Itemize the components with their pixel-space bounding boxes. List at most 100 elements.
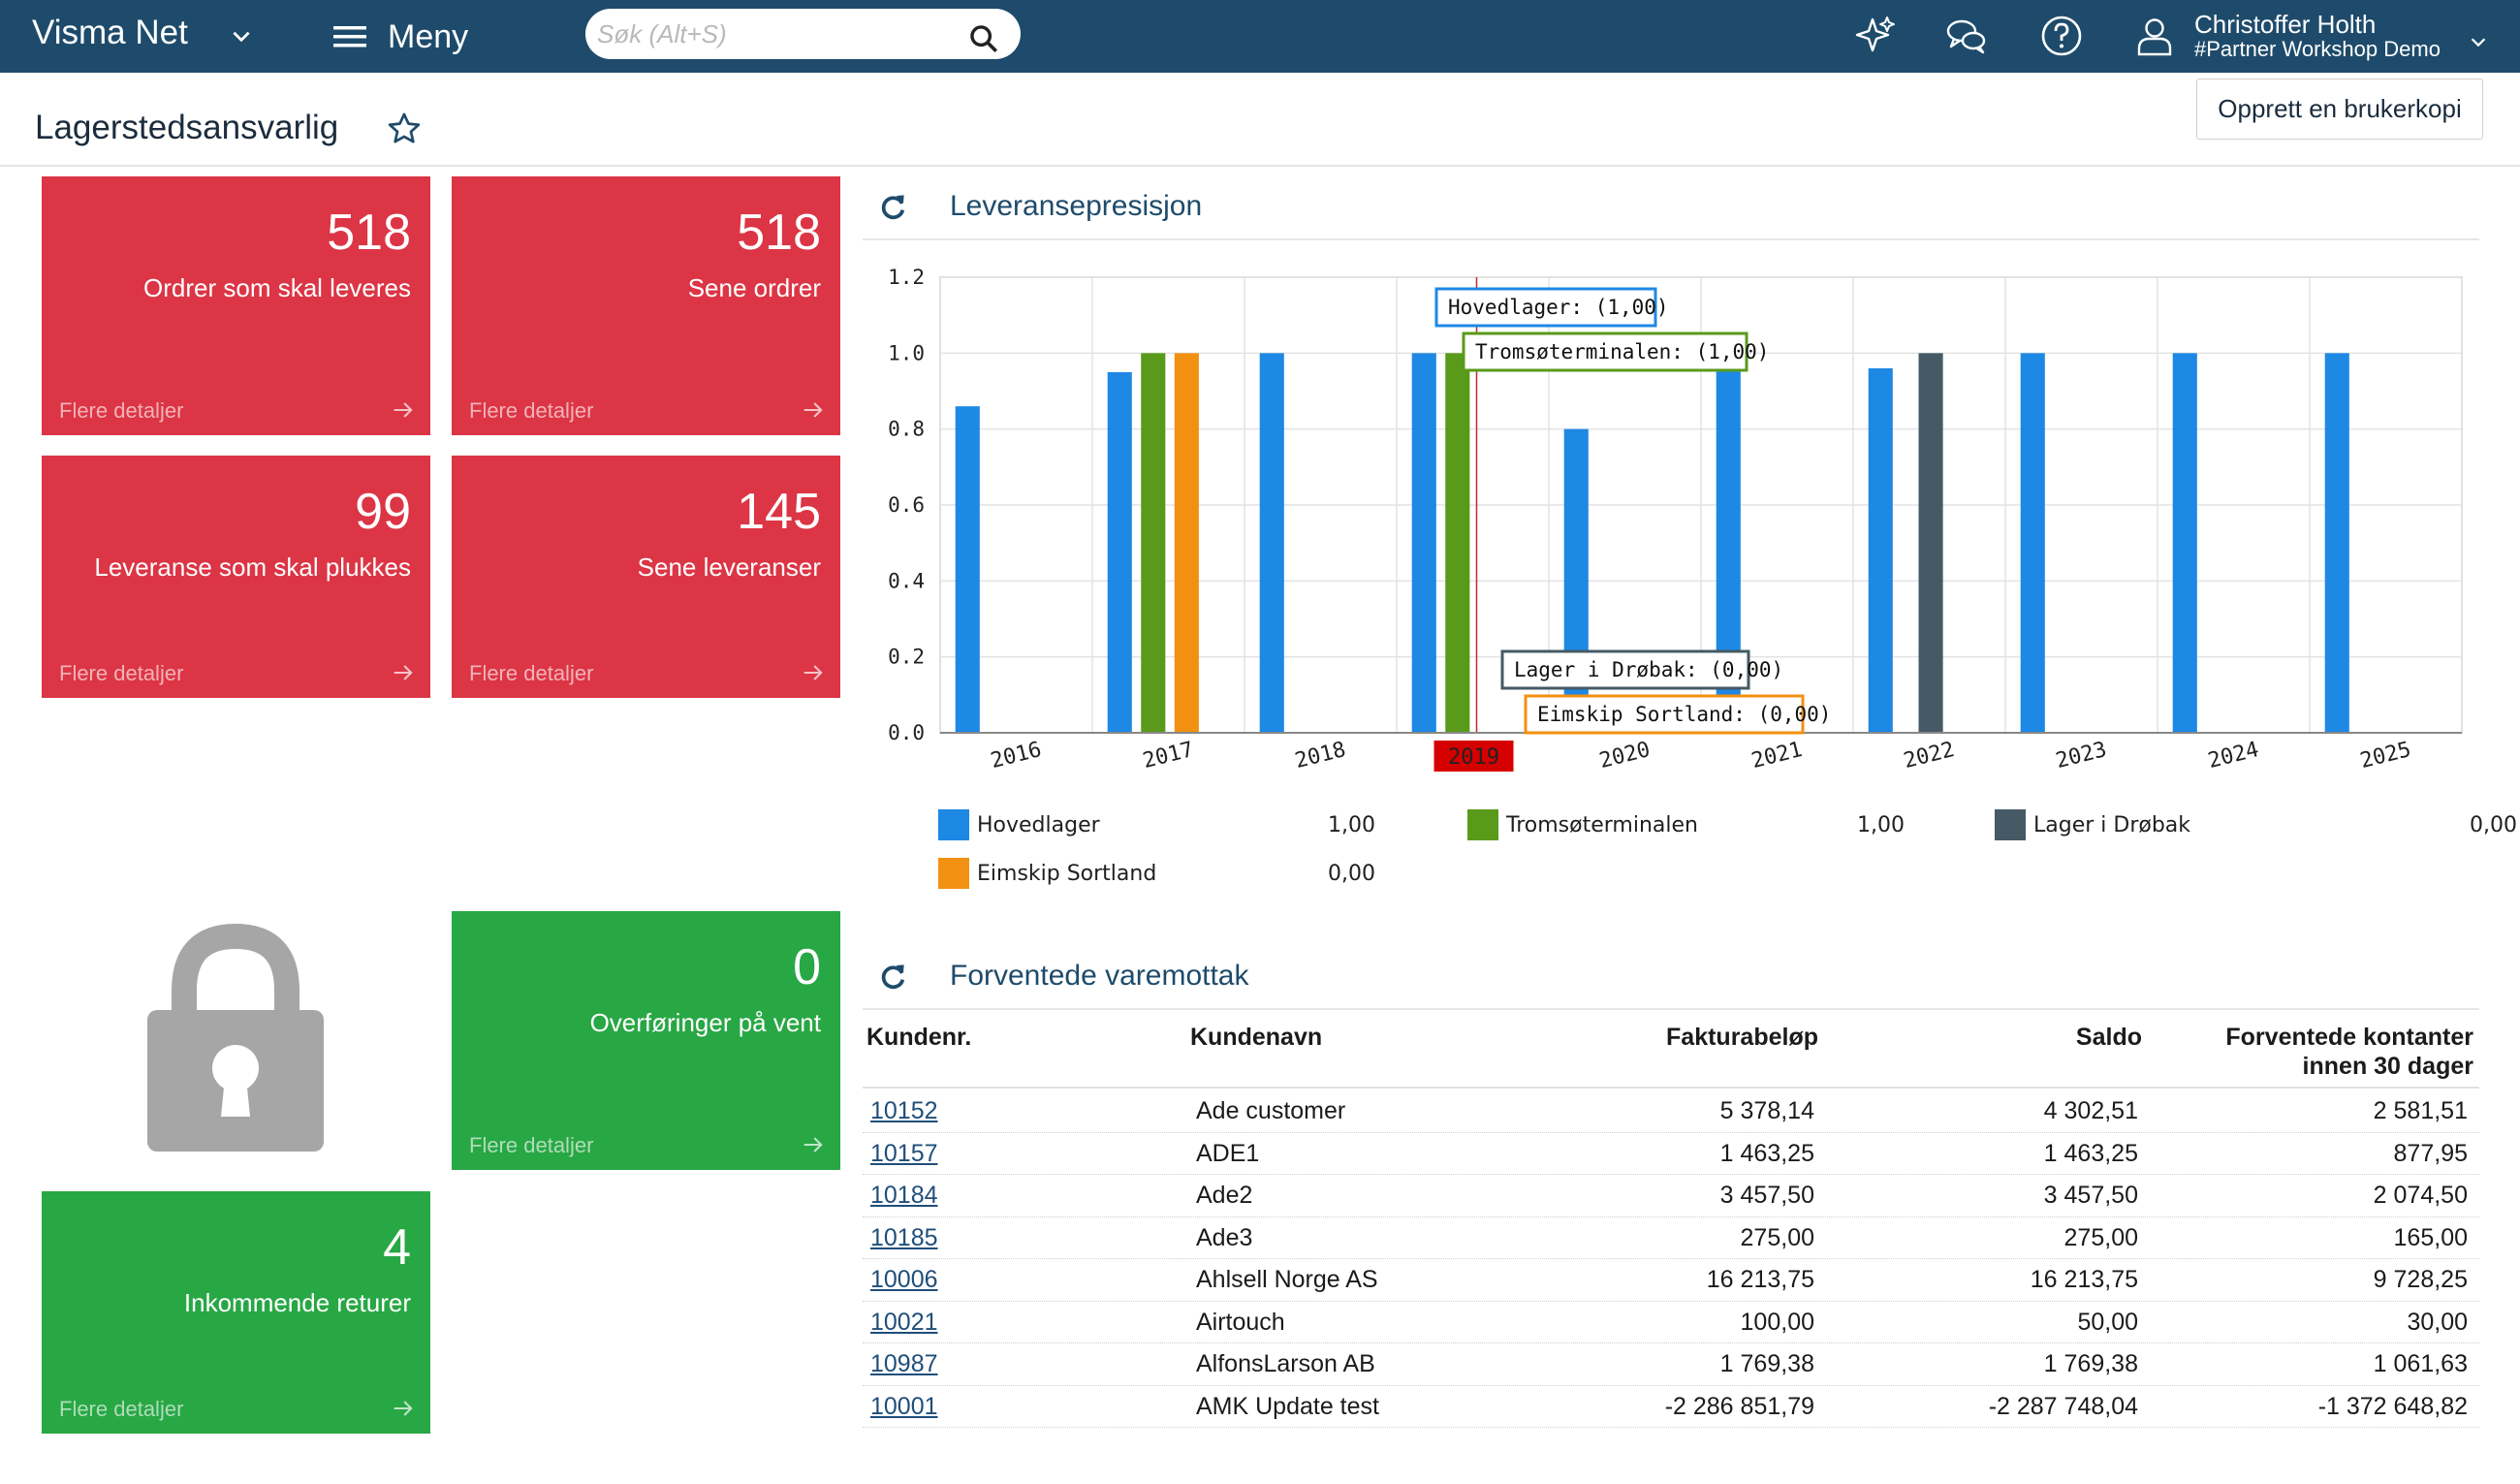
search-icon[interactable] xyxy=(967,22,1000,55)
balance: 50,00 xyxy=(2077,1308,2138,1336)
chat-icon[interactable] xyxy=(1944,14,1989,58)
tooltip-text: Tromsøterminalen: (1,00) xyxy=(1475,340,1769,363)
refresh-icon[interactable] xyxy=(878,192,909,223)
customer-name: AlfonsLarson AB xyxy=(1196,1350,1375,1377)
brand-name[interactable]: Visma Net xyxy=(32,14,188,51)
bar-hovedlager-2024 xyxy=(2172,353,2197,733)
more-details-link[interactable]: Flere detaljer xyxy=(469,661,594,685)
bar-hovedlager-2019 xyxy=(1411,353,1436,733)
customer-number-link[interactable]: 10157 xyxy=(870,1139,938,1167)
tile-late-orders[interactable]: 518 Sene ordrer Flere detaljer xyxy=(452,176,840,435)
customer-number-link[interactable]: 10152 xyxy=(870,1097,938,1124)
column-header-customer-no[interactable]: Kundenr. xyxy=(866,1024,972,1051)
bar-lager-i-dr-bak-2022 xyxy=(1918,353,1943,733)
arrow-right-icon[interactable] xyxy=(800,1131,827,1158)
tile-label: Inkommende returer xyxy=(183,1288,411,1317)
tooltip-text: Eimskip Sortland: (0,00) xyxy=(1537,703,1831,726)
table-row[interactable]: 10021 Airtouch 100,00 50,00 30,00 xyxy=(863,1302,2479,1343)
invoice-amount: 1 463,25 xyxy=(1719,1139,1814,1167)
table-row[interactable]: 10152 Ade customer 5 378,14 4 302,51 2 581,5… xyxy=(863,1090,2479,1133)
more-details-link[interactable]: Flere detaljer xyxy=(59,398,184,423)
refresh-icon[interactable] xyxy=(878,962,909,993)
balance: 1 463,25 xyxy=(2043,1139,2138,1167)
arrow-right-icon[interactable] xyxy=(800,396,827,424)
legend-item[interactable]: Tromsøterminalen 1,00 xyxy=(1467,809,1905,840)
column-header-customer-name[interactable]: Kundenavn xyxy=(1190,1024,1323,1051)
customer-number-link[interactable]: 10006 xyxy=(870,1266,938,1293)
legend-item[interactable]: Eimskip Sortland 0,00 xyxy=(938,858,1375,889)
y-tick-label: 0.4 xyxy=(888,569,925,592)
invoice-amount: 3 457,50 xyxy=(1719,1182,1814,1209)
chart-callouts: Hovedlager: (1,00) Tromsøterminalen: (1,0… xyxy=(1434,287,1831,735)
invoice-amount: -2 286 851,79 xyxy=(1664,1392,1814,1420)
user-icon[interactable] xyxy=(2132,14,2177,58)
table-row[interactable]: 10006 Ahlsell Norge AS 16 213,75 16 213,75 9… xyxy=(863,1259,2479,1302)
tile-late-shipments[interactable]: 145 Sene leveranser Flere detaljer xyxy=(452,456,840,698)
expected-cash: 877,95 xyxy=(2393,1139,2468,1167)
customer-number-link[interactable]: 10001 xyxy=(870,1392,938,1420)
legend-item[interactable]: Hovedlager 1,00 xyxy=(938,809,1375,840)
legend-swatch xyxy=(1995,809,2026,840)
balance: 3 457,50 xyxy=(2043,1182,2138,1209)
tile-label: Overføringer på vent xyxy=(589,1008,821,1037)
column-header-expected-cash[interactable]: Forventede kontanter innen 30 dager xyxy=(2225,1023,2473,1081)
legend-item[interactable]: Lager i Drøbak 0,00 xyxy=(1995,809,2517,840)
expected-cash: 165,00 xyxy=(2393,1223,2468,1251)
help-icon[interactable] xyxy=(2039,14,2084,58)
arrow-right-icon[interactable] xyxy=(390,659,417,686)
customer-number-link[interactable]: 10184 xyxy=(870,1182,938,1209)
arrow-right-icon[interactable] xyxy=(800,659,827,686)
x-tick-label: 2017 xyxy=(1141,738,1196,774)
chevron-down-icon[interactable] xyxy=(229,23,254,48)
customer-number-link[interactable]: 10987 xyxy=(870,1350,938,1377)
bar-troms-terminalen-2019 xyxy=(1445,353,1470,733)
sparkle-icon[interactable] xyxy=(1853,14,1898,58)
expected-cash: 2 074,50 xyxy=(2373,1182,2468,1209)
table-row[interactable]: 10185 Ade3 275,00 275,00 165,00 xyxy=(863,1217,2479,1259)
user-company[interactable]: #Partner Workshop Demo xyxy=(2194,37,2441,61)
more-details-link[interactable]: Flere detaljer xyxy=(469,1133,594,1157)
legend-label: Lager i Drøbak xyxy=(2033,813,2191,837)
tile-incoming-returns[interactable]: 4 Inkommende returer Flere detaljer xyxy=(42,1191,430,1434)
arrow-right-icon[interactable] xyxy=(390,1395,417,1422)
legend-swatch xyxy=(938,858,969,889)
tooltip-box xyxy=(1434,287,1657,328)
search-box[interactable] xyxy=(585,9,1021,59)
tile-orders-to-deliver[interactable]: 518 Ordrer som skal leveres Flere detalj… xyxy=(42,176,430,435)
tile-shipments-to-pick[interactable]: 99 Leveranse som skal plukkes Flere deta… xyxy=(42,456,430,698)
table-row[interactable]: 10184 Ade2 3 457,50 3 457,50 2 074,50 xyxy=(863,1175,2479,1217)
table-row[interactable]: 10987 AlfonsLarson AB 1 769,38 1 769,38 1 06… xyxy=(863,1343,2479,1386)
table-row[interactable]: 10157 ADE1 1 463,25 1 463,25 877,95 xyxy=(863,1133,2479,1175)
more-details-link[interactable]: Flere detaljer xyxy=(59,1397,184,1421)
hamburger-icon xyxy=(333,26,366,47)
x-tick-label: 2021 xyxy=(1749,738,1805,774)
tile-label: Leveranse som skal plukkes xyxy=(94,553,411,582)
hover-category-badge xyxy=(1433,741,1514,772)
more-details-link[interactable]: Flere detaljer xyxy=(469,398,594,423)
column-header-balance[interactable]: Saldo xyxy=(2075,1024,2142,1051)
tile-label: Ordrer som skal leveres xyxy=(143,273,411,302)
search-input[interactable] xyxy=(597,17,956,50)
tile-label: Sene leveranser xyxy=(637,553,821,582)
table-row[interactable]: 10001 AMK Update test -2 286 851,79 -2 287 … xyxy=(863,1386,2479,1428)
user-name[interactable]: Christoffer Holth xyxy=(2194,10,2377,39)
star-icon[interactable] xyxy=(386,111,423,147)
x-tick-label: 2016 xyxy=(989,738,1044,774)
more-details-link[interactable]: Flere detaljer xyxy=(59,661,184,685)
y-tick-label: 0.8 xyxy=(888,418,925,441)
customer-number-link[interactable]: 10021 xyxy=(870,1308,938,1336)
invoice-amount: 16 213,75 xyxy=(1706,1266,1814,1293)
chart-panel-title: Leveransepresisjon xyxy=(950,190,1203,222)
create-user-copy-button[interactable]: Opprett en brukerkopi xyxy=(2196,79,2483,140)
x-tick-label: 2023 xyxy=(2054,738,2109,774)
column-header-invoice-amount[interactable]: Fakturabeløp xyxy=(1666,1024,1818,1051)
menu-button[interactable]: Meny xyxy=(331,16,468,58)
tile-pending-transfers[interactable]: 0 Overføringer på vent Flere detaljer xyxy=(452,911,840,1170)
table-panel-title: Forventede varemottak xyxy=(950,960,1249,992)
customer-number-link[interactable]: 10185 xyxy=(870,1223,938,1251)
invoice-amount: 100,00 xyxy=(1740,1308,1814,1336)
arrow-right-icon[interactable] xyxy=(390,396,417,424)
tile-label: Sene ordrer xyxy=(687,273,821,302)
tile-value: 518 xyxy=(737,205,821,261)
chevron-down-icon[interactable] xyxy=(2468,31,2489,52)
